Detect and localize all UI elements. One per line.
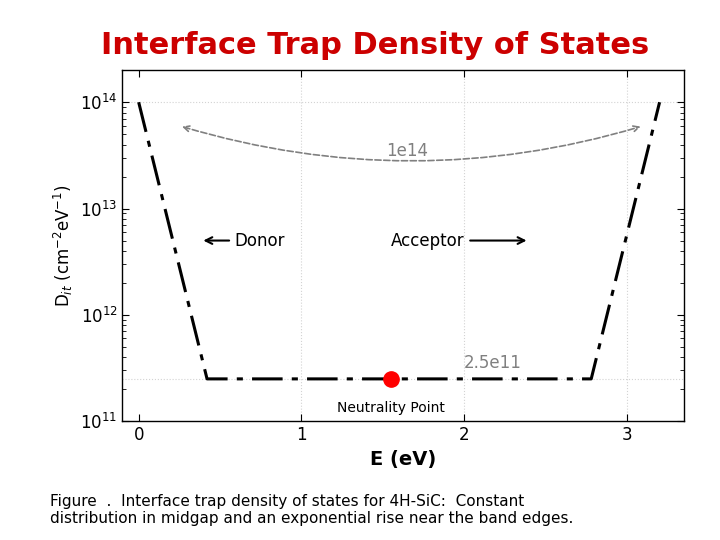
Y-axis label: D$_{it}$ (cm$^{-2}$eV$^{-1}$): D$_{it}$ (cm$^{-2}$eV$^{-1}$): [51, 184, 75, 307]
Text: Donor: Donor: [206, 232, 285, 249]
Text: 2.5e11: 2.5e11: [464, 354, 522, 373]
Text: Acceptor: Acceptor: [391, 232, 524, 249]
Text: Interface Trap Density of States: Interface Trap Density of States: [101, 31, 649, 60]
Text: Figure  .  Interface trap density of states for 4H-SiC:  Constant
distribution i: Figure . Interface trap density of state…: [50, 494, 574, 526]
Text: 1e14: 1e14: [386, 141, 428, 160]
Text: Neutrality Point: Neutrality Point: [337, 401, 445, 415]
X-axis label: E (eV): E (eV): [370, 450, 436, 469]
